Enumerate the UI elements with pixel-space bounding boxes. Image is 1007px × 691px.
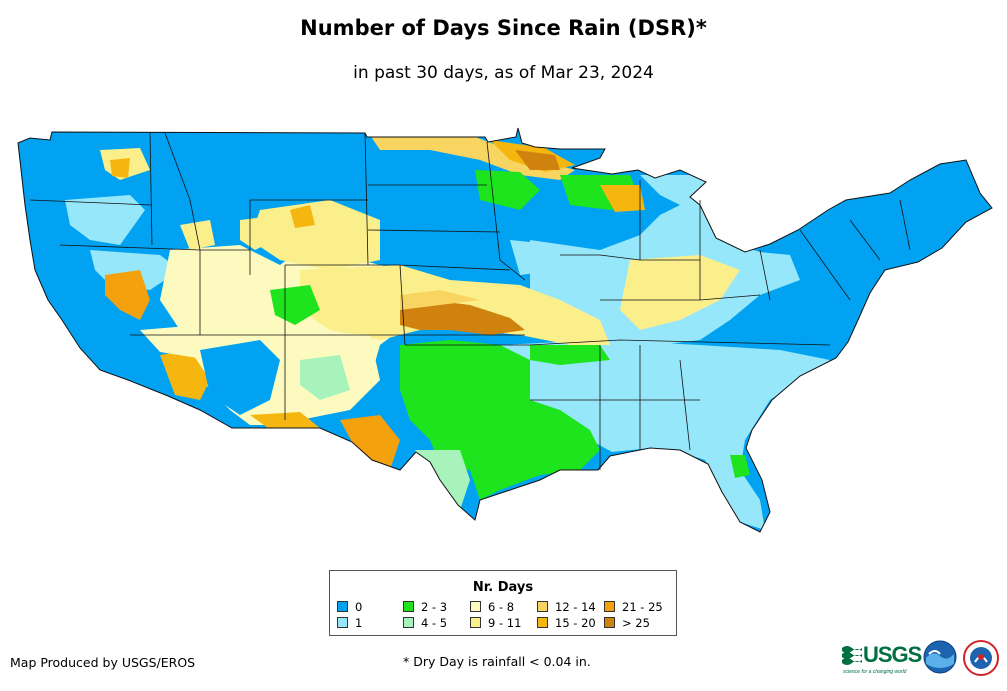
region-over-25-days xyxy=(400,300,525,335)
legend-title: Nr. Days xyxy=(472,580,534,595)
legend-item-3: 4 - 5 xyxy=(403,617,447,630)
legend-swatch xyxy=(604,617,615,628)
region-4-5-days xyxy=(415,450,470,510)
region-0-days xyxy=(200,340,280,415)
region-2-3-days xyxy=(520,405,580,445)
legend-item-6: 12 - 14 xyxy=(537,601,596,614)
legend-label: 0 xyxy=(355,600,363,614)
legend-item-5: 9 - 11 xyxy=(470,617,521,630)
legend-swatch xyxy=(537,601,548,612)
legend-item-2: 2 - 3 xyxy=(403,601,447,614)
region-4-5-days xyxy=(300,355,350,400)
legend-label: 6 - 8 xyxy=(488,600,515,614)
region-over-25-days xyxy=(515,150,560,170)
legend-item-9: > 25 xyxy=(604,617,650,630)
legend-item-8: 21 - 25 xyxy=(604,601,663,614)
legend-swatch xyxy=(403,617,414,628)
legend-label: 9 - 11 xyxy=(488,616,522,630)
agency-logos: USGS science for a changing world xyxy=(841,636,1001,682)
legend-label: 2 - 3 xyxy=(421,600,448,614)
region-21-25-days xyxy=(340,415,400,470)
map-subtitle: in past 30 days, as of Mar 23, 2024 xyxy=(353,63,654,83)
map-title: Number of Days Since Rain (DSR)* xyxy=(300,16,707,40)
region-1-day xyxy=(65,195,145,245)
region-1-day xyxy=(500,340,830,530)
region-9-11-days xyxy=(620,255,740,330)
legend-swatch xyxy=(337,601,348,612)
noaa-logo-icon xyxy=(923,640,957,674)
region-21-25-days xyxy=(105,270,150,320)
nws-logo-icon xyxy=(963,640,999,676)
dry-day-note: * Dry Day is rainfall < 0.04 in. xyxy=(403,654,591,669)
region-15-20-days xyxy=(110,158,130,178)
usgs-logo-text: USGS xyxy=(863,642,922,667)
legend-swatch xyxy=(470,617,481,628)
legend-swatch xyxy=(537,617,548,628)
region-9-11-days xyxy=(240,215,285,250)
region-9-11-days xyxy=(250,200,380,270)
legend-label: 4 - 5 xyxy=(421,616,448,630)
legend: Nr. Days 0 1 2 - 3 4 - 5 6 - 8 9 - 11 12… xyxy=(329,570,677,636)
region-1-day xyxy=(510,240,560,275)
legend-label: 15 - 20 xyxy=(555,616,596,630)
region-15-20-days xyxy=(600,185,645,212)
region-12-14-days xyxy=(370,135,575,180)
legend-swatch xyxy=(604,601,615,612)
legend-item-0: 0 xyxy=(337,601,362,614)
dsr-map xyxy=(17,127,993,533)
legend-item-4: 6 - 8 xyxy=(470,601,514,614)
legend-label: > 25 xyxy=(622,616,650,630)
legend-swatch xyxy=(470,601,481,612)
legend-swatch xyxy=(403,601,414,612)
region-2-3-days xyxy=(530,345,610,365)
legend-label: 12 - 14 xyxy=(555,600,596,614)
legend-label: 21 - 25 xyxy=(622,600,663,614)
region-2-3-days xyxy=(730,455,750,478)
region-2-3-days xyxy=(270,285,320,325)
region-9-11-days xyxy=(180,220,215,250)
usgs-wave-icon xyxy=(842,646,862,665)
region-15-20-days xyxy=(290,205,315,228)
usgs-tagline: science for a changing world xyxy=(843,669,907,675)
credit-text: Map Produced by USGS/EROS xyxy=(10,655,196,670)
region-12-14-days xyxy=(400,290,480,310)
legend-label: 1 xyxy=(355,616,363,630)
legend-swatch xyxy=(337,617,348,628)
region-15-20-days xyxy=(160,350,210,400)
state-boundaries xyxy=(17,127,993,533)
legend-item-1: 1 xyxy=(337,617,362,630)
legend-item-7: 15 - 20 xyxy=(537,617,596,630)
